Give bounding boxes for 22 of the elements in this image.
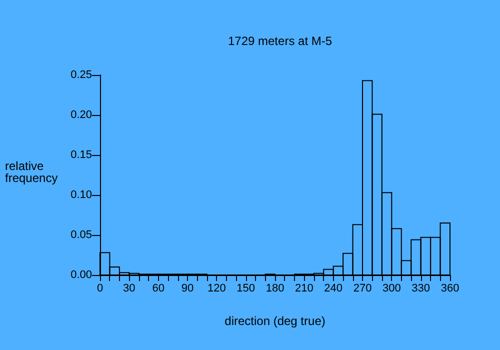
x-tick-label: 120: [207, 282, 226, 294]
x-tick-label: 60: [152, 282, 164, 294]
x-tick-label: 150: [236, 282, 256, 294]
x-tick-label: 180: [266, 282, 284, 294]
y-tick-label: 0.05: [70, 229, 92, 241]
x-tick-label: 360: [440, 282, 460, 294]
y-axis-title: relative frequency: [5, 159, 58, 185]
x-tick-label: 90: [181, 282, 194, 294]
x-tick-label: 0: [96, 282, 104, 294]
y-tick-label: 0.25: [70, 69, 92, 81]
x-axis-title: direction (deg true): [224, 314, 326, 328]
y-tick-label: 0.15: [70, 149, 92, 161]
x-tick-label: 210: [294, 282, 314, 294]
x-tick-label: 270: [353, 282, 372, 294]
y-tick-label: 0.20: [70, 109, 92, 121]
x-tick-label: 330: [412, 282, 430, 294]
x-tick-label: 30: [123, 282, 136, 294]
y-tick-label: 0.10: [70, 189, 92, 201]
chart-title: 1729 meters at M-5: [228, 34, 332, 48]
y-tick-label: 0.00: [70, 269, 92, 281]
x-tick-label: 300: [382, 282, 401, 294]
x-tick-label: 240: [324, 282, 343, 294]
